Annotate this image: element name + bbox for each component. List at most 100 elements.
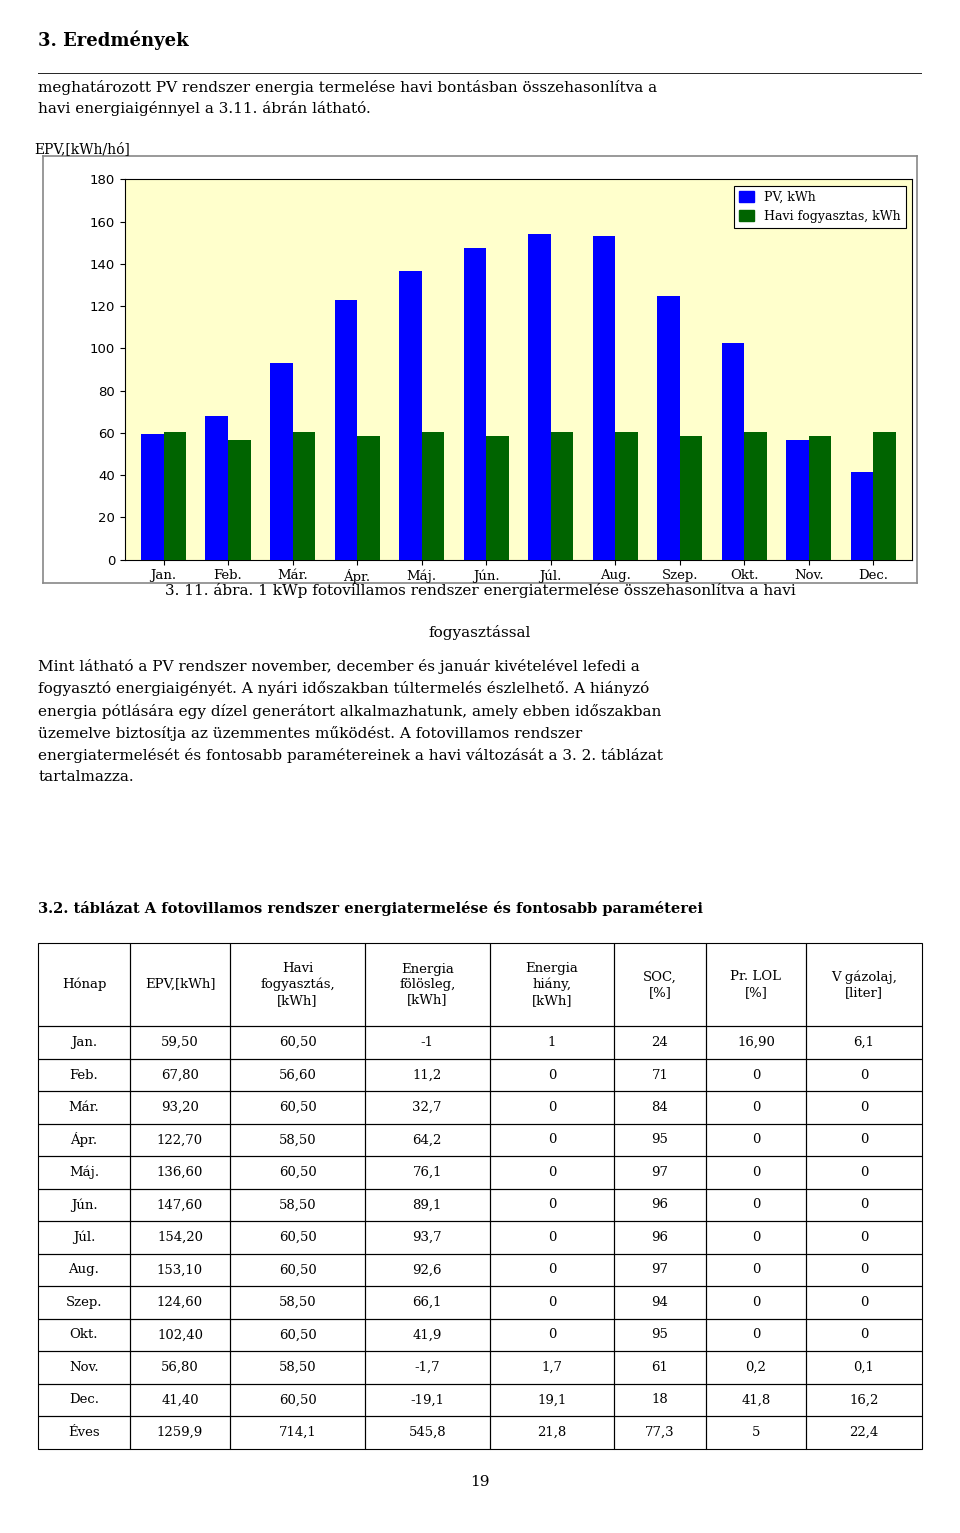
Bar bbox=[614, 1286, 706, 1318]
Bar bbox=[230, 1059, 365, 1091]
Bar bbox=[490, 1124, 614, 1156]
Text: 0: 0 bbox=[752, 1069, 760, 1081]
Bar bbox=[130, 1286, 230, 1318]
Bar bbox=[806, 1091, 922, 1124]
Bar bbox=[614, 1188, 706, 1222]
Bar bbox=[230, 1091, 365, 1124]
Text: 67,80: 67,80 bbox=[161, 1069, 199, 1081]
Text: 66,1: 66,1 bbox=[413, 1295, 442, 1309]
Bar bbox=[365, 1254, 490, 1286]
Text: 124,60: 124,60 bbox=[156, 1295, 204, 1309]
Bar bbox=[38, 1416, 130, 1449]
Text: 0: 0 bbox=[752, 1295, 760, 1309]
Text: Energia
fölösleg,
[kWh]: Energia fölösleg, [kWh] bbox=[399, 963, 455, 1007]
Text: 94: 94 bbox=[652, 1295, 668, 1309]
Bar bbox=[130, 1156, 230, 1188]
Bar bbox=[806, 1188, 922, 1222]
Bar bbox=[486, 435, 509, 560]
Text: 0: 0 bbox=[860, 1329, 868, 1341]
Text: Dec.: Dec. bbox=[69, 1393, 99, 1406]
Bar bbox=[130, 1026, 230, 1059]
Text: 0: 0 bbox=[860, 1199, 868, 1211]
Bar bbox=[806, 943, 922, 1026]
Text: 56,80: 56,80 bbox=[161, 1361, 199, 1374]
Bar bbox=[874, 432, 896, 560]
Bar bbox=[706, 1286, 806, 1318]
Text: 18: 18 bbox=[652, 1393, 668, 1406]
Bar bbox=[228, 440, 251, 560]
Text: 59,50: 59,50 bbox=[161, 1036, 199, 1049]
Text: 0: 0 bbox=[752, 1263, 760, 1277]
Text: 93,7: 93,7 bbox=[413, 1231, 442, 1243]
Text: 0: 0 bbox=[752, 1167, 760, 1179]
Text: 0: 0 bbox=[752, 1101, 760, 1114]
Bar bbox=[614, 1416, 706, 1449]
Legend: PV, kWh, Havi fogyasztas, kWh: PV, kWh, Havi fogyasztas, kWh bbox=[734, 185, 905, 228]
Bar bbox=[130, 1188, 230, 1222]
Bar bbox=[490, 1318, 614, 1351]
Bar bbox=[615, 432, 637, 560]
Bar bbox=[680, 435, 703, 560]
Bar bbox=[365, 1384, 490, 1416]
Text: 58,50: 58,50 bbox=[278, 1361, 317, 1374]
Bar bbox=[614, 1384, 706, 1416]
Text: 153,10: 153,10 bbox=[156, 1263, 204, 1277]
Bar bbox=[706, 1059, 806, 1091]
Text: 41,8: 41,8 bbox=[741, 1393, 771, 1406]
Bar bbox=[806, 1318, 922, 1351]
Bar bbox=[365, 1124, 490, 1156]
Text: 92,6: 92,6 bbox=[413, 1263, 442, 1277]
Text: 76,1: 76,1 bbox=[413, 1167, 442, 1179]
Bar bbox=[334, 300, 357, 560]
Text: 0: 0 bbox=[548, 1199, 556, 1211]
Text: 0: 0 bbox=[548, 1231, 556, 1243]
Text: 56,60: 56,60 bbox=[278, 1069, 317, 1081]
Text: Hónap: Hónap bbox=[61, 978, 107, 992]
Bar bbox=[230, 1318, 365, 1351]
Text: 16,2: 16,2 bbox=[850, 1393, 878, 1406]
Text: 41,9: 41,9 bbox=[413, 1329, 442, 1341]
Bar bbox=[270, 363, 293, 560]
Bar bbox=[490, 1091, 614, 1124]
Bar bbox=[130, 1091, 230, 1124]
Text: Okt.: Okt. bbox=[70, 1329, 98, 1341]
Bar bbox=[293, 432, 315, 560]
Bar bbox=[365, 1059, 490, 1091]
Bar bbox=[38, 1254, 130, 1286]
Bar bbox=[38, 1156, 130, 1188]
Bar bbox=[614, 1124, 706, 1156]
Bar bbox=[490, 1286, 614, 1318]
Text: 714,1: 714,1 bbox=[278, 1426, 317, 1439]
Text: 61: 61 bbox=[652, 1361, 668, 1374]
Text: 19: 19 bbox=[470, 1475, 490, 1490]
Bar bbox=[399, 271, 421, 560]
Text: 60,50: 60,50 bbox=[278, 1393, 317, 1406]
Bar bbox=[130, 1124, 230, 1156]
Text: 16,90: 16,90 bbox=[737, 1036, 775, 1049]
Bar bbox=[365, 1026, 490, 1059]
Bar bbox=[806, 1026, 922, 1059]
Text: 0: 0 bbox=[548, 1069, 556, 1081]
Text: 97: 97 bbox=[652, 1263, 668, 1277]
Text: Pr. LOL
[%]: Pr. LOL [%] bbox=[731, 970, 781, 1000]
Bar bbox=[130, 1318, 230, 1351]
Text: fogyasztással: fogyasztással bbox=[429, 625, 531, 641]
Text: 154,20: 154,20 bbox=[157, 1231, 203, 1243]
Text: 1,7: 1,7 bbox=[541, 1361, 563, 1374]
Bar bbox=[365, 1222, 490, 1254]
Text: 60,50: 60,50 bbox=[278, 1263, 317, 1277]
Text: 0: 0 bbox=[752, 1199, 760, 1211]
Bar bbox=[614, 1156, 706, 1188]
Text: Aug.: Aug. bbox=[68, 1263, 100, 1277]
Bar bbox=[38, 1318, 130, 1351]
Bar bbox=[806, 1416, 922, 1449]
Text: Máj.: Máj. bbox=[69, 1165, 99, 1179]
Bar bbox=[365, 943, 490, 1026]
Bar bbox=[806, 1124, 922, 1156]
Text: Már.: Már. bbox=[68, 1101, 100, 1114]
Text: 58,50: 58,50 bbox=[278, 1133, 317, 1147]
Bar bbox=[744, 432, 767, 560]
Bar bbox=[614, 1026, 706, 1059]
Text: 5: 5 bbox=[752, 1426, 760, 1439]
Bar bbox=[806, 1254, 922, 1286]
